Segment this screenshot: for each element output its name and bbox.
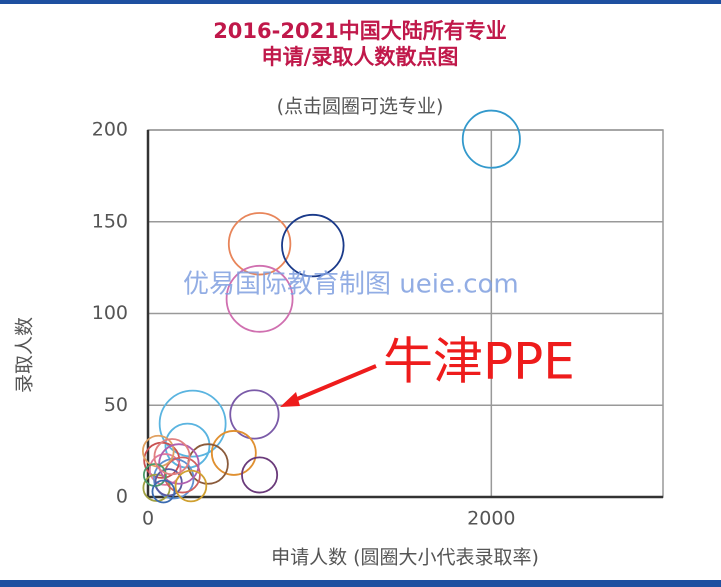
chart-title-line2: 申请/录取人数散点图 [262, 45, 459, 69]
x-axis-label: 申请人数 (圆圈大小代表录取率) [271, 547, 539, 569]
top-bar [0, 0, 721, 4]
y-axis-label: 录取人数 [14, 317, 36, 393]
bubble [210, 430, 257, 476]
bubble [461, 109, 521, 169]
y-tick-label: 150 [92, 210, 128, 232]
annotation: 牛津PPE [383, 333, 575, 391]
bubble [151, 479, 176, 504]
bubble [163, 456, 201, 494]
arrow-head [280, 392, 300, 407]
y-tick-label: 200 [92, 119, 128, 141]
y-tick-label: 0 [116, 486, 128, 508]
bubble [174, 469, 208, 503]
x-tick-label: 2000 [467, 508, 515, 530]
chart-title: 2016-2021中国大陆所有专业 [213, 19, 507, 43]
bubble [225, 264, 294, 333]
y-tick-label: 100 [92, 302, 128, 324]
bubble [154, 468, 183, 497]
bottom-bar [0, 580, 721, 587]
annotation-arrow [289, 364, 377, 404]
bubble [158, 389, 227, 458]
bubble [164, 422, 211, 469]
subtitle: (点击圆圈可选专业) [277, 96, 444, 118]
y-tick-label: 50 [104, 394, 128, 416]
bubble [229, 389, 280, 440]
bubble [227, 212, 292, 276]
bubble [148, 453, 182, 486]
bubble [241, 456, 279, 494]
watermark: 优易国际教育制图 ueie.com [183, 270, 519, 300]
bubble [153, 438, 191, 476]
bubble [281, 213, 345, 278]
x-tick-label: 0 [142, 508, 154, 530]
